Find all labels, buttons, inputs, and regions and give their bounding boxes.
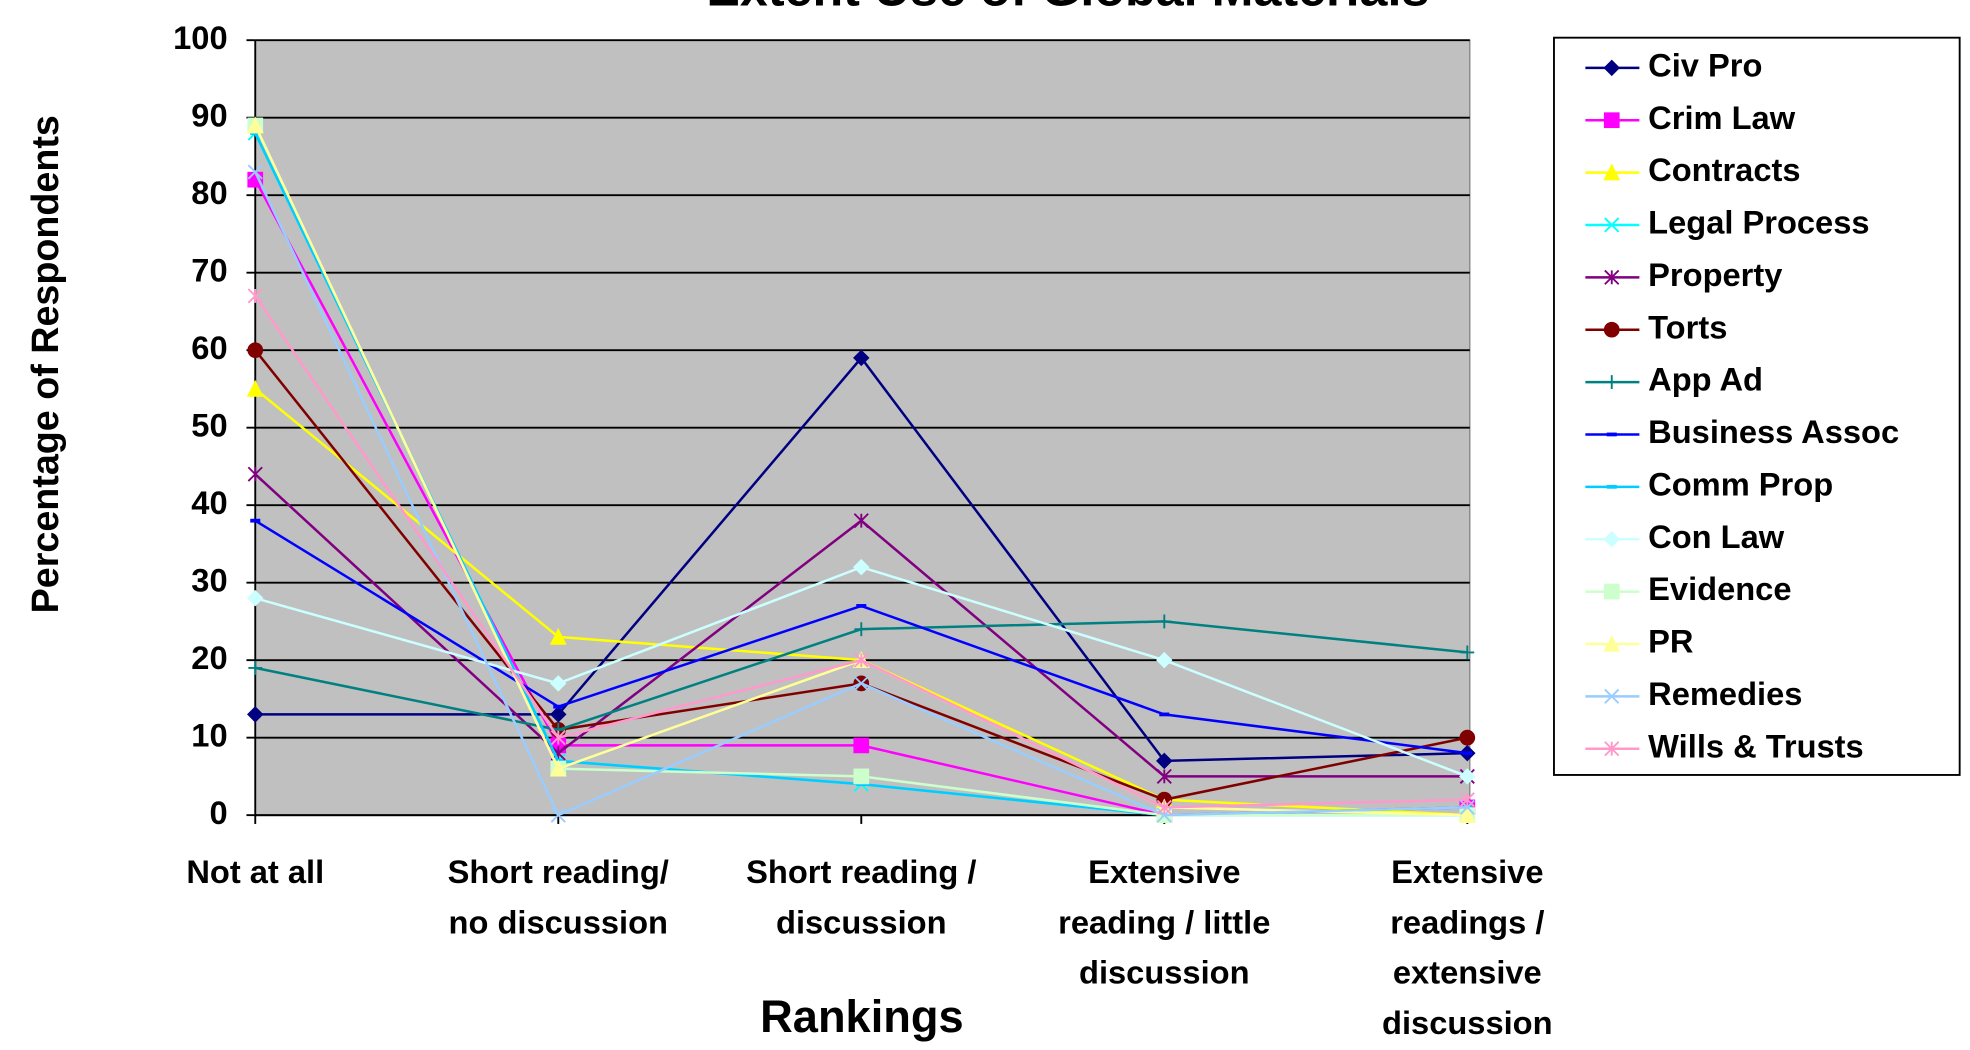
data-point (549, 759, 567, 777)
data-point (246, 116, 264, 134)
legend-marker (1603, 163, 1621, 181)
legend-label: Comm Prop (1648, 465, 1833, 502)
data-point (1156, 799, 1172, 815)
legend-marker (1604, 217, 1620, 233)
data-point (1156, 807, 1172, 823)
legend-label: Remedies (1648, 675, 1802, 712)
data-point (549, 627, 567, 645)
data-point (1459, 792, 1475, 808)
data-point (550, 730, 566, 746)
data-point (550, 807, 566, 823)
data-point (1157, 614, 1172, 629)
data-point (853, 768, 870, 785)
legend-label: Crim Law (1648, 99, 1796, 136)
x-tick-label: Extensive readings / extensive discussion (1382, 853, 1553, 1041)
legend-marker (1604, 269, 1620, 285)
data-point (247, 466, 263, 482)
data-point (550, 675, 567, 692)
legend-label: Legal Process (1648, 204, 1869, 241)
y-tick-label: 100 (173, 19, 227, 56)
x-tick-label: Not at all (186, 853, 324, 890)
y-tick-label: 10 (191, 716, 227, 753)
y-axis-title: Percentage of Respondents (24, 115, 66, 613)
y-tick-label: 20 (191, 639, 227, 676)
legend-label: Torts (1648, 308, 1727, 345)
data-point (550, 706, 567, 723)
data-point (248, 661, 263, 675)
data-point (246, 379, 264, 397)
legend-label: Civ Pro (1648, 46, 1762, 83)
data-point (853, 513, 869, 529)
data-point (1156, 768, 1172, 784)
y-tick-label: 70 (191, 251, 227, 288)
data-point (1460, 645, 1475, 660)
legend-marker (1603, 583, 1620, 600)
data-point (853, 675, 869, 691)
legend-marker (1604, 375, 1619, 389)
data-point (853, 737, 870, 754)
chart-title: Extent Use of Global Materials (706, 0, 1429, 17)
data-point (247, 342, 264, 359)
data-point (247, 589, 264, 607)
x-tick-label: Short reading/no discussion (448, 853, 669, 940)
data-point (247, 288, 263, 304)
y-tick-label: 60 (191, 329, 227, 366)
legend-label: Wills & Trusts (1648, 727, 1864, 764)
legend-label: PR (1648, 623, 1693, 660)
y-tick-label: 80 (191, 174, 227, 211)
data-point (1459, 799, 1475, 815)
y-tick-label: 50 (191, 406, 227, 443)
data-point (854, 622, 869, 637)
data-point (1458, 806, 1476, 824)
data-point (1459, 729, 1476, 746)
y-tick-label: 30 (191, 561, 227, 598)
legend-marker (1603, 112, 1620, 129)
data-point (1156, 752, 1173, 770)
x-tick-label: Extensive reading / little discussion (1058, 853, 1270, 990)
legend-marker (1603, 59, 1620, 77)
x-axis-title: Rankings (760, 991, 963, 1042)
legend-marker (1603, 530, 1620, 548)
x-tick-label: Short reading / discussion (746, 853, 976, 940)
y-tick-label: 0 (209, 794, 227, 831)
legend-label: Evidence (1648, 570, 1791, 607)
data-point (247, 706, 264, 723)
legend-label: App Ad (1648, 361, 1763, 398)
legend-marker (1603, 321, 1620, 338)
data-point (1156, 651, 1173, 669)
y-tick-label: 40 (191, 484, 227, 521)
legend-label: Business Assoc (1648, 413, 1899, 450)
legend-marker (1603, 634, 1621, 652)
legend-label: Contracts (1648, 151, 1800, 188)
legend-label: Property (1648, 256, 1782, 293)
data-point (1459, 768, 1476, 785)
legend-marker (1604, 741, 1620, 757)
data-point (853, 349, 870, 367)
legend-label: Con Law (1648, 518, 1785, 555)
legend-marker (1604, 688, 1620, 704)
legend-box (1553, 36, 1961, 776)
data-point (853, 558, 870, 576)
data-point (853, 652, 869, 668)
y-tick-label: 90 (191, 96, 227, 133)
data-point (247, 164, 263, 180)
